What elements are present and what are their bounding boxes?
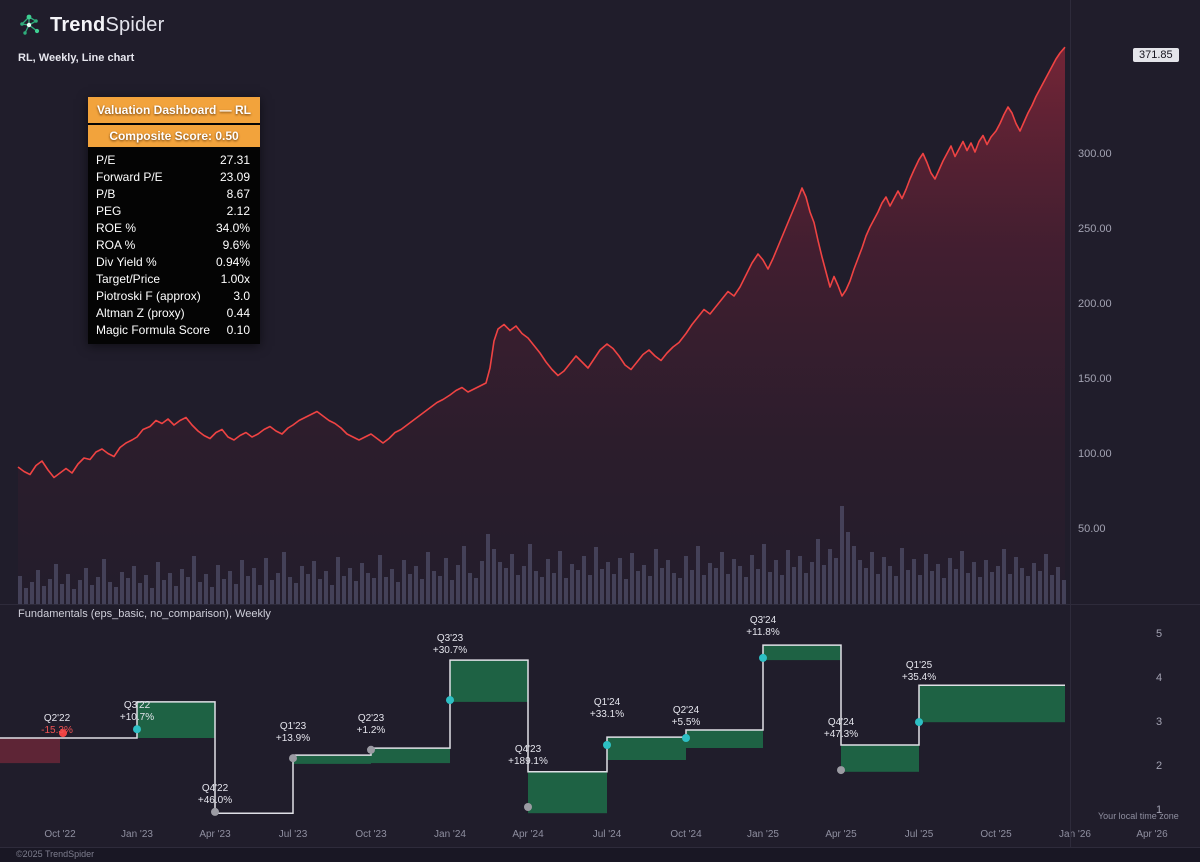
metric-value: 23.09 (219, 169, 250, 184)
metric-value: 9.6% (222, 237, 250, 252)
metric-value: 1.00x (220, 271, 250, 286)
valuation-dashboard[interactable]: Valuation Dashboard — RL Composite Score… (88, 97, 260, 344)
svg-text:Q2'24+5.5%: Q2'24 +5.5% (672, 705, 701, 728)
svg-text:Q1'23+13.9%: Q1'23 +13.9% (276, 721, 310, 744)
metric-value: 2.12 (226, 203, 250, 218)
copyright: ©2025 TrendSpider (16, 849, 95, 859)
metric-label: ROA % (96, 237, 136, 252)
metric-label: P/B (96, 186, 116, 201)
fundamentals-legend[interactable]: Fundamentals (eps_basic, no_comparison),… (18, 608, 271, 620)
svg-text:Q2'23+1.2%: Q2'23 +1.2% (357, 713, 386, 736)
metric-value: 0.94% (215, 254, 250, 269)
header: TrendSpider (16, 12, 164, 38)
metric-row: Magic Formula Score 0.10 (88, 321, 260, 338)
valuation-metrics: P/E 27.31 Forward P/E 23.09 P/B 8.67 PEG 2.12 RO… (88, 147, 260, 344)
metric-row: P/B 8.67 (88, 185, 260, 202)
price-line-series (17, 46, 1066, 479)
price-area-fill (18, 47, 1065, 604)
metric-row: ROE % 34.0% (88, 219, 260, 236)
brand-trend: Trend (50, 13, 106, 36)
metric-value: 3.0 (233, 288, 250, 303)
svg-text:Q1'25+35.4%: Q1'25 +35.4% (902, 660, 936, 683)
metric-value: 0.44 (226, 305, 250, 320)
svg-text:Q2'22-15.3%: Q2'22 -15.3% (41, 713, 73, 736)
metric-row: P/E 27.31 (88, 151, 260, 168)
metric-row: Forward P/E 23.09 (88, 168, 260, 185)
composite-score: Composite Score: 0.50 (88, 125, 260, 147)
timezone-note: Your local time zone (1098, 811, 1179, 821)
svg-text:Q3'22+10.7%: Q3'22 +10.7% (120, 700, 154, 723)
eps-quarter-labels: Q2'22 -15.3% Q3'22 +10.7% Q4'22 +46.0% Q1'23 +1… (41, 615, 936, 806)
panel-divider[interactable] (0, 604, 1200, 605)
trendspider-logo-icon[interactable] (16, 12, 42, 38)
metric-label: Target/Price (96, 271, 161, 286)
metric-label: Altman Z (proxy) (96, 305, 185, 320)
metric-row: PEG 2.12 (88, 202, 260, 219)
svg-text:Q4'24+47.3%: Q4'24 +47.3% (824, 717, 858, 740)
metric-row: Target/Price 1.00x (88, 270, 260, 287)
metric-label: P/E (96, 152, 116, 167)
trendspider-logo[interactable]: TrendSpider (50, 14, 164, 37)
volume-bars (18, 506, 1066, 604)
valuation-dashboard-title: Valuation Dashboard — RL (88, 97, 260, 125)
metric-label: Magic Formula Score (96, 322, 211, 337)
metric-value: 0.10 (226, 322, 250, 337)
svg-text:Q1'24+33.1%: Q1'24 +33.1% (590, 697, 624, 720)
svg-text:Q3'24+11.8%: Q3'24 +11.8% (746, 615, 780, 638)
metric-label: Div Yield % (96, 254, 157, 269)
last-price-badge: 371.85 (1133, 48, 1179, 62)
metric-label: Forward P/E (96, 169, 163, 184)
metric-row: Div Yield % 0.94% (88, 253, 260, 270)
svg-text:Q4'22+46.0%: Q4'22 +46.0% (198, 783, 232, 806)
metric-label: PEG (96, 203, 122, 218)
price-axis-divider (1070, 0, 1071, 847)
metric-row: Piotroski F (approx) 3.0 (88, 287, 260, 304)
metric-value: 8.67 (226, 186, 250, 201)
svg-text:Q4'23+189.1%: Q4'23 +189.1% (508, 744, 548, 767)
metric-row: Altman Z (proxy) 0.44 (88, 304, 260, 321)
brand-spider: Spider (105, 13, 165, 36)
metric-value: 34.0% (215, 220, 250, 235)
metric-row: ROA % 9.6% (88, 236, 260, 253)
metric-label: ROE % (96, 220, 137, 235)
metric-label: Piotroski F (approx) (96, 288, 201, 303)
chart-legend[interactable]: RL, Weekly, Line chart (18, 52, 135, 64)
eps-step-series (0, 644, 1065, 816)
svg-text:Q3'23+30.7%: Q3'23 +30.7% (433, 633, 467, 656)
metric-value: 27.31 (219, 152, 250, 167)
bottom-bar: ©2025 TrendSpider (0, 848, 1200, 862)
time-axis-divider (0, 847, 1200, 848)
